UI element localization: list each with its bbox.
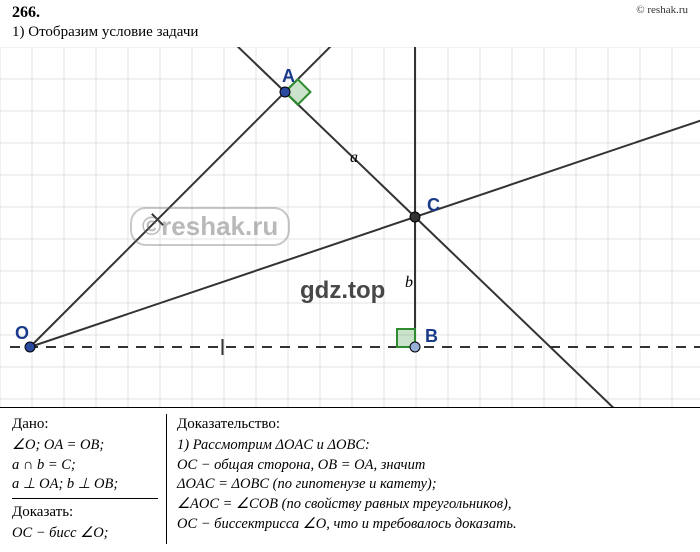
svg-text:a: a <box>350 149 358 166</box>
proof-section: Дано: ∠O; OA = OB; a ∩ b = C; a ⊥ OA; b … <box>0 407 700 544</box>
proof-line: ∠AOC = ∠COB (по свойству равных треуголь… <box>177 495 688 515</box>
svg-text:B: B <box>425 326 438 346</box>
copyright: © reshak.ru <box>636 4 688 16</box>
subtitle: 1) Отобразим условие задачи <box>0 22 700 47</box>
given-title: Дано: <box>12 414 158 434</box>
given-line: a ∩ b = C; <box>12 456 158 476</box>
svg-text:b: b <box>405 274 413 291</box>
proof-line: OC − общая сторона, OB = OA, значит <box>177 456 688 476</box>
proof-title: Доказательство: <box>177 414 688 434</box>
svg-text:A: A <box>282 66 295 86</box>
diagram-svg: a b O A B C <box>0 47 700 407</box>
given-column: Дано: ∠O; OA = OB; a ∩ b = C; a ⊥ OA; b … <box>12 414 167 544</box>
proof-line: 1) Рассмотрим ΔOAC и ΔOBC: <box>177 436 688 456</box>
proof-line: ΔOAC = ΔOBC (по гипотенузе и катету); <box>177 475 688 495</box>
geometry-diagram: abOABC ©reshak.ru gdz.top <box>0 47 700 407</box>
prove-line: OC − бисс ∠O; <box>12 524 158 544</box>
given-line: ∠O; OA = OB; <box>12 436 158 456</box>
svg-text:O: O <box>15 323 29 343</box>
header: 266. © reshak.ru <box>0 0 700 22</box>
proof-line: OC − биссектрисса ∠O, что и требовалось … <box>177 515 688 535</box>
divider <box>12 498 158 499</box>
given-line: a ⊥ OA; b ⊥ OB; <box>12 475 158 495</box>
svg-text:C: C <box>427 195 440 215</box>
proof-column: Доказательство: 1) Рассмотрим ΔOAC и ΔOB… <box>167 414 688 544</box>
problem-number: 266. <box>12 4 40 22</box>
prove-title: Доказать: <box>12 502 158 522</box>
